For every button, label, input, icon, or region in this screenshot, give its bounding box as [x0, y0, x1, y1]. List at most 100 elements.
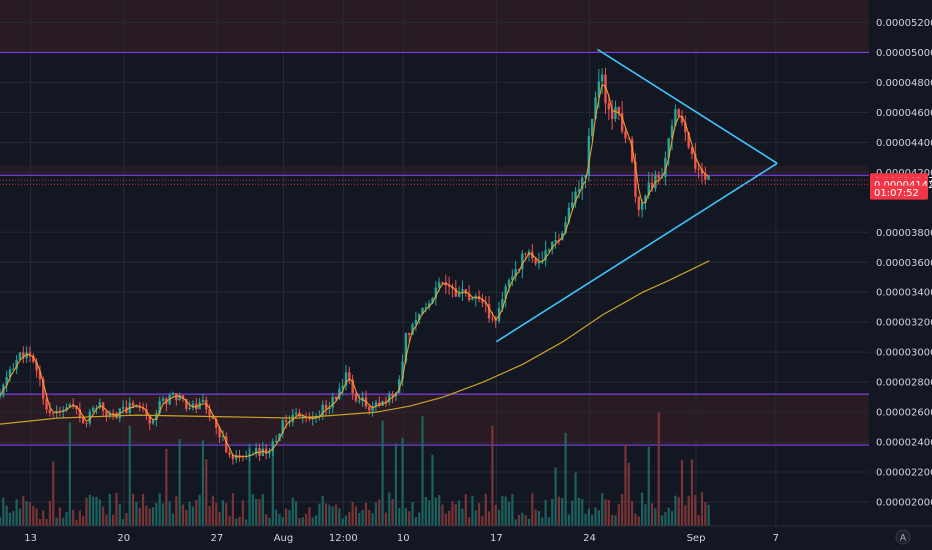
candle-body	[374, 402, 378, 407]
volume-bar	[494, 504, 497, 526]
candle-body	[384, 401, 388, 403]
volume-bar	[334, 504, 338, 526]
volume-bar	[677, 497, 680, 526]
x-axis: 13 20 27 Aug 12:00 10 17 24 Sep 7	[0, 525, 932, 550]
candle-body	[571, 202, 574, 208]
support-zone	[0, 394, 869, 446]
volume-bar	[524, 515, 527, 526]
candle-body	[301, 416, 304, 418]
price-badge-label: 0.00004142	[874, 180, 932, 191]
volume-bar	[514, 519, 517, 526]
candle-body	[521, 253, 524, 270]
candle-body	[657, 174, 660, 179]
candle-body	[697, 168, 700, 170]
candle-body	[235, 454, 238, 460]
candle-body	[81, 417, 85, 424]
volume-bar	[414, 517, 417, 526]
candle-body	[151, 420, 155, 424]
volume-bar	[52, 461, 55, 526]
candle-body	[158, 401, 161, 414]
volume-bar	[591, 515, 594, 526]
volume-bar	[211, 495, 215, 526]
volume-bar	[641, 492, 644, 526]
candle-body	[408, 332, 411, 335]
volume-bar	[88, 494, 91, 526]
volume-bar	[394, 443, 398, 526]
candle-body	[361, 397, 364, 401]
candle-body	[5, 376, 8, 385]
corner-logo[interactable]: A	[895, 529, 911, 545]
candle-body	[647, 182, 650, 196]
volume-bar	[458, 500, 461, 526]
volume-bar	[141, 493, 145, 526]
candle-body	[594, 97, 597, 119]
y-tick-label: 0.00003800	[876, 228, 932, 239]
volume-bar	[511, 494, 514, 526]
candle-body	[78, 408, 82, 418]
candle-body	[411, 324, 414, 335]
x-tick-label: 20	[117, 533, 130, 544]
candle-body	[487, 304, 491, 319]
candle-body	[604, 74, 607, 104]
volume-bar	[225, 503, 228, 526]
moving-average	[0, 260, 710, 425]
candle-body	[434, 287, 438, 298]
candle-body	[707, 176, 710, 180]
volume-bar	[42, 510, 45, 526]
ma-line	[0, 260, 710, 425]
volume-bar	[318, 503, 321, 526]
candle-body	[22, 352, 25, 359]
candle-body	[324, 404, 328, 410]
triangle-upper-line	[597, 48, 778, 165]
volume-bar	[45, 518, 48, 526]
volume-bar	[205, 459, 208, 526]
volume-bar	[321, 495, 324, 526]
candle-body	[241, 456, 245, 458]
candle-body	[274, 441, 278, 443]
candle-body	[587, 136, 591, 176]
volume-bar	[281, 517, 284, 526]
volume-bar	[55, 517, 58, 526]
volume-bar	[115, 492, 118, 526]
candle-body	[704, 173, 707, 180]
volume-bar	[587, 508, 590, 526]
candle-body	[368, 406, 371, 411]
top-zone	[0, 0, 869, 53]
y-tick-label: 0.00004800	[876, 78, 932, 89]
candle-body	[574, 191, 577, 203]
volume-bar	[687, 495, 690, 526]
candle-body	[321, 404, 324, 417]
candle-body	[694, 154, 697, 169]
volume-bar	[551, 498, 554, 526]
candle-body	[597, 81, 601, 98]
x-tick-label: 24	[583, 533, 596, 544]
candle-body	[308, 418, 311, 420]
candle-body	[95, 407, 98, 409]
volume-bar	[364, 502, 368, 526]
candle-body	[650, 182, 654, 189]
y-tick-label: 0.00003400	[876, 288, 932, 299]
candle-body	[341, 385, 344, 389]
price-badge-label: 01:07:52	[874, 188, 919, 199]
candle-body	[85, 423, 88, 425]
candle-body	[188, 407, 191, 409]
volume-bar	[62, 517, 65, 526]
candle-body	[191, 403, 195, 408]
volume-bar	[667, 507, 670, 526]
volume-bar	[288, 510, 291, 526]
candle-body	[534, 258, 537, 264]
y-tick-label: 0.00002800	[876, 378, 932, 389]
candle-body	[547, 249, 551, 251]
volume-bar	[428, 500, 431, 526]
volume-bar	[92, 496, 95, 526]
volume-bar	[181, 504, 185, 526]
volume-bar	[644, 504, 647, 526]
candle-body	[464, 289, 467, 294]
volume-bar	[191, 506, 195, 526]
volume-bar	[351, 501, 354, 526]
volume-bar	[78, 510, 81, 526]
volume-bar	[338, 508, 341, 526]
